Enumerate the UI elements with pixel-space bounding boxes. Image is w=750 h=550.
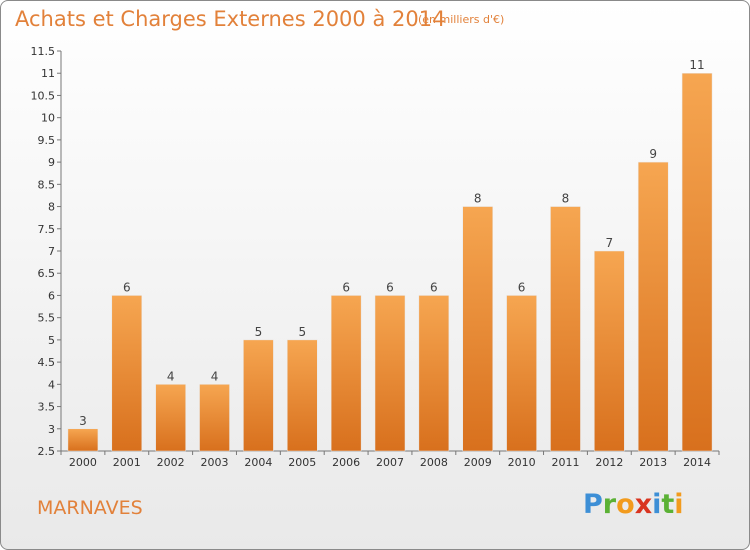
- bars: [67, 72, 713, 452]
- data-label: 6: [123, 280, 131, 294]
- bar-2009: [462, 206, 493, 452]
- logo-letter: o: [616, 489, 635, 520]
- bar-2002: [155, 384, 186, 452]
- y-tick-label: 7.5: [38, 223, 56, 236]
- x-tick-label: 2005: [288, 456, 316, 469]
- x-tick-label: 2012: [595, 456, 623, 469]
- x-tick-label: 2006: [332, 456, 360, 469]
- y-tick-label: 4: [48, 378, 55, 391]
- data-label: 4: [211, 369, 219, 383]
- x-tick-label: 2009: [464, 456, 492, 469]
- data-label: 3: [79, 414, 87, 428]
- y-tick-label: 2.5: [38, 445, 56, 458]
- x-tick-label: 2002: [157, 456, 185, 469]
- data-label: 6: [342, 280, 350, 294]
- data-label: 9: [649, 147, 657, 161]
- data-label: 6: [430, 280, 438, 294]
- data-label: 6: [386, 280, 394, 294]
- data-label: 8: [562, 192, 570, 206]
- y-tick-label: 7: [48, 245, 55, 258]
- y-tick-label: 5: [48, 334, 55, 347]
- data-label: 5: [298, 325, 306, 339]
- bar-2014: [681, 72, 713, 452]
- data-label: 5: [255, 325, 263, 339]
- y-tick-label: 3: [48, 423, 55, 436]
- commune-name: MARNAVES: [37, 497, 143, 519]
- y-tick-label: 5.5: [38, 312, 56, 325]
- logo-letter: r: [602, 489, 617, 520]
- bar-2007: [374, 295, 406, 452]
- bar-2006: [330, 295, 362, 452]
- data-labels: 3 6 4 4 5 5 6 6 6 8 6 8 7 9 11: [79, 58, 705, 428]
- x-tick-label: 2014: [683, 456, 711, 469]
- data-label: 8: [474, 192, 482, 206]
- x-tick-label: 2011: [551, 456, 579, 469]
- x-tick-label: 2001: [113, 456, 141, 469]
- data-label: 4: [167, 369, 175, 383]
- y-tick-label: 11.5: [31, 45, 56, 58]
- proxiti-logo: Proxiti: [583, 489, 684, 520]
- bar-2010: [506, 295, 537, 452]
- y-tick-label: 11: [41, 67, 55, 80]
- x-tick-label: 2000: [69, 456, 97, 469]
- x-tick-label: 2010: [508, 456, 536, 469]
- data-label: 7: [606, 236, 614, 250]
- bar-2004: [243, 339, 274, 452]
- data-label: 11: [689, 58, 704, 72]
- y-tick-label: 10.5: [31, 89, 56, 102]
- x-tick-label: 2007: [376, 456, 404, 469]
- bar-2013: [637, 161, 669, 452]
- y-tick-label: 6: [48, 289, 55, 302]
- x-tick-label: 2008: [420, 456, 448, 469]
- chart-title: Achats et Charges Externes 2000 à 2014: [15, 7, 446, 31]
- y-tick-label: 8.5: [38, 178, 56, 191]
- x-tick-label: 2003: [201, 456, 229, 469]
- y-tick-label: 4.5: [38, 356, 56, 369]
- y-tick-label: 9.5: [38, 134, 56, 147]
- chart-subtitle: (en milliers d'€): [418, 13, 505, 26]
- bar-2000: [67, 428, 99, 452]
- y-tick-label: 10: [41, 112, 55, 125]
- bar-2008: [418, 295, 450, 452]
- bar-2001: [111, 295, 143, 452]
- x-tick-label: 2013: [639, 456, 667, 469]
- data-label: 6: [518, 280, 526, 294]
- bar-2005: [287, 339, 318, 452]
- logo-letter: i: [674, 489, 684, 520]
- bar-2012: [594, 250, 625, 452]
- y-tick-label: 3.5: [38, 401, 56, 414]
- logo-letter: P: [583, 489, 603, 520]
- logo-letter: t: [661, 489, 675, 520]
- bar-2011: [550, 206, 581, 452]
- y-tick-label: 6.5: [38, 267, 56, 280]
- x-tick-label: 2004: [244, 456, 272, 469]
- y-tick-label: 8: [48, 201, 55, 214]
- logo-letter: i: [652, 489, 662, 520]
- logo-letter: x: [634, 489, 653, 520]
- y-tick-label: 9: [48, 156, 55, 169]
- bar-2003: [199, 384, 230, 452]
